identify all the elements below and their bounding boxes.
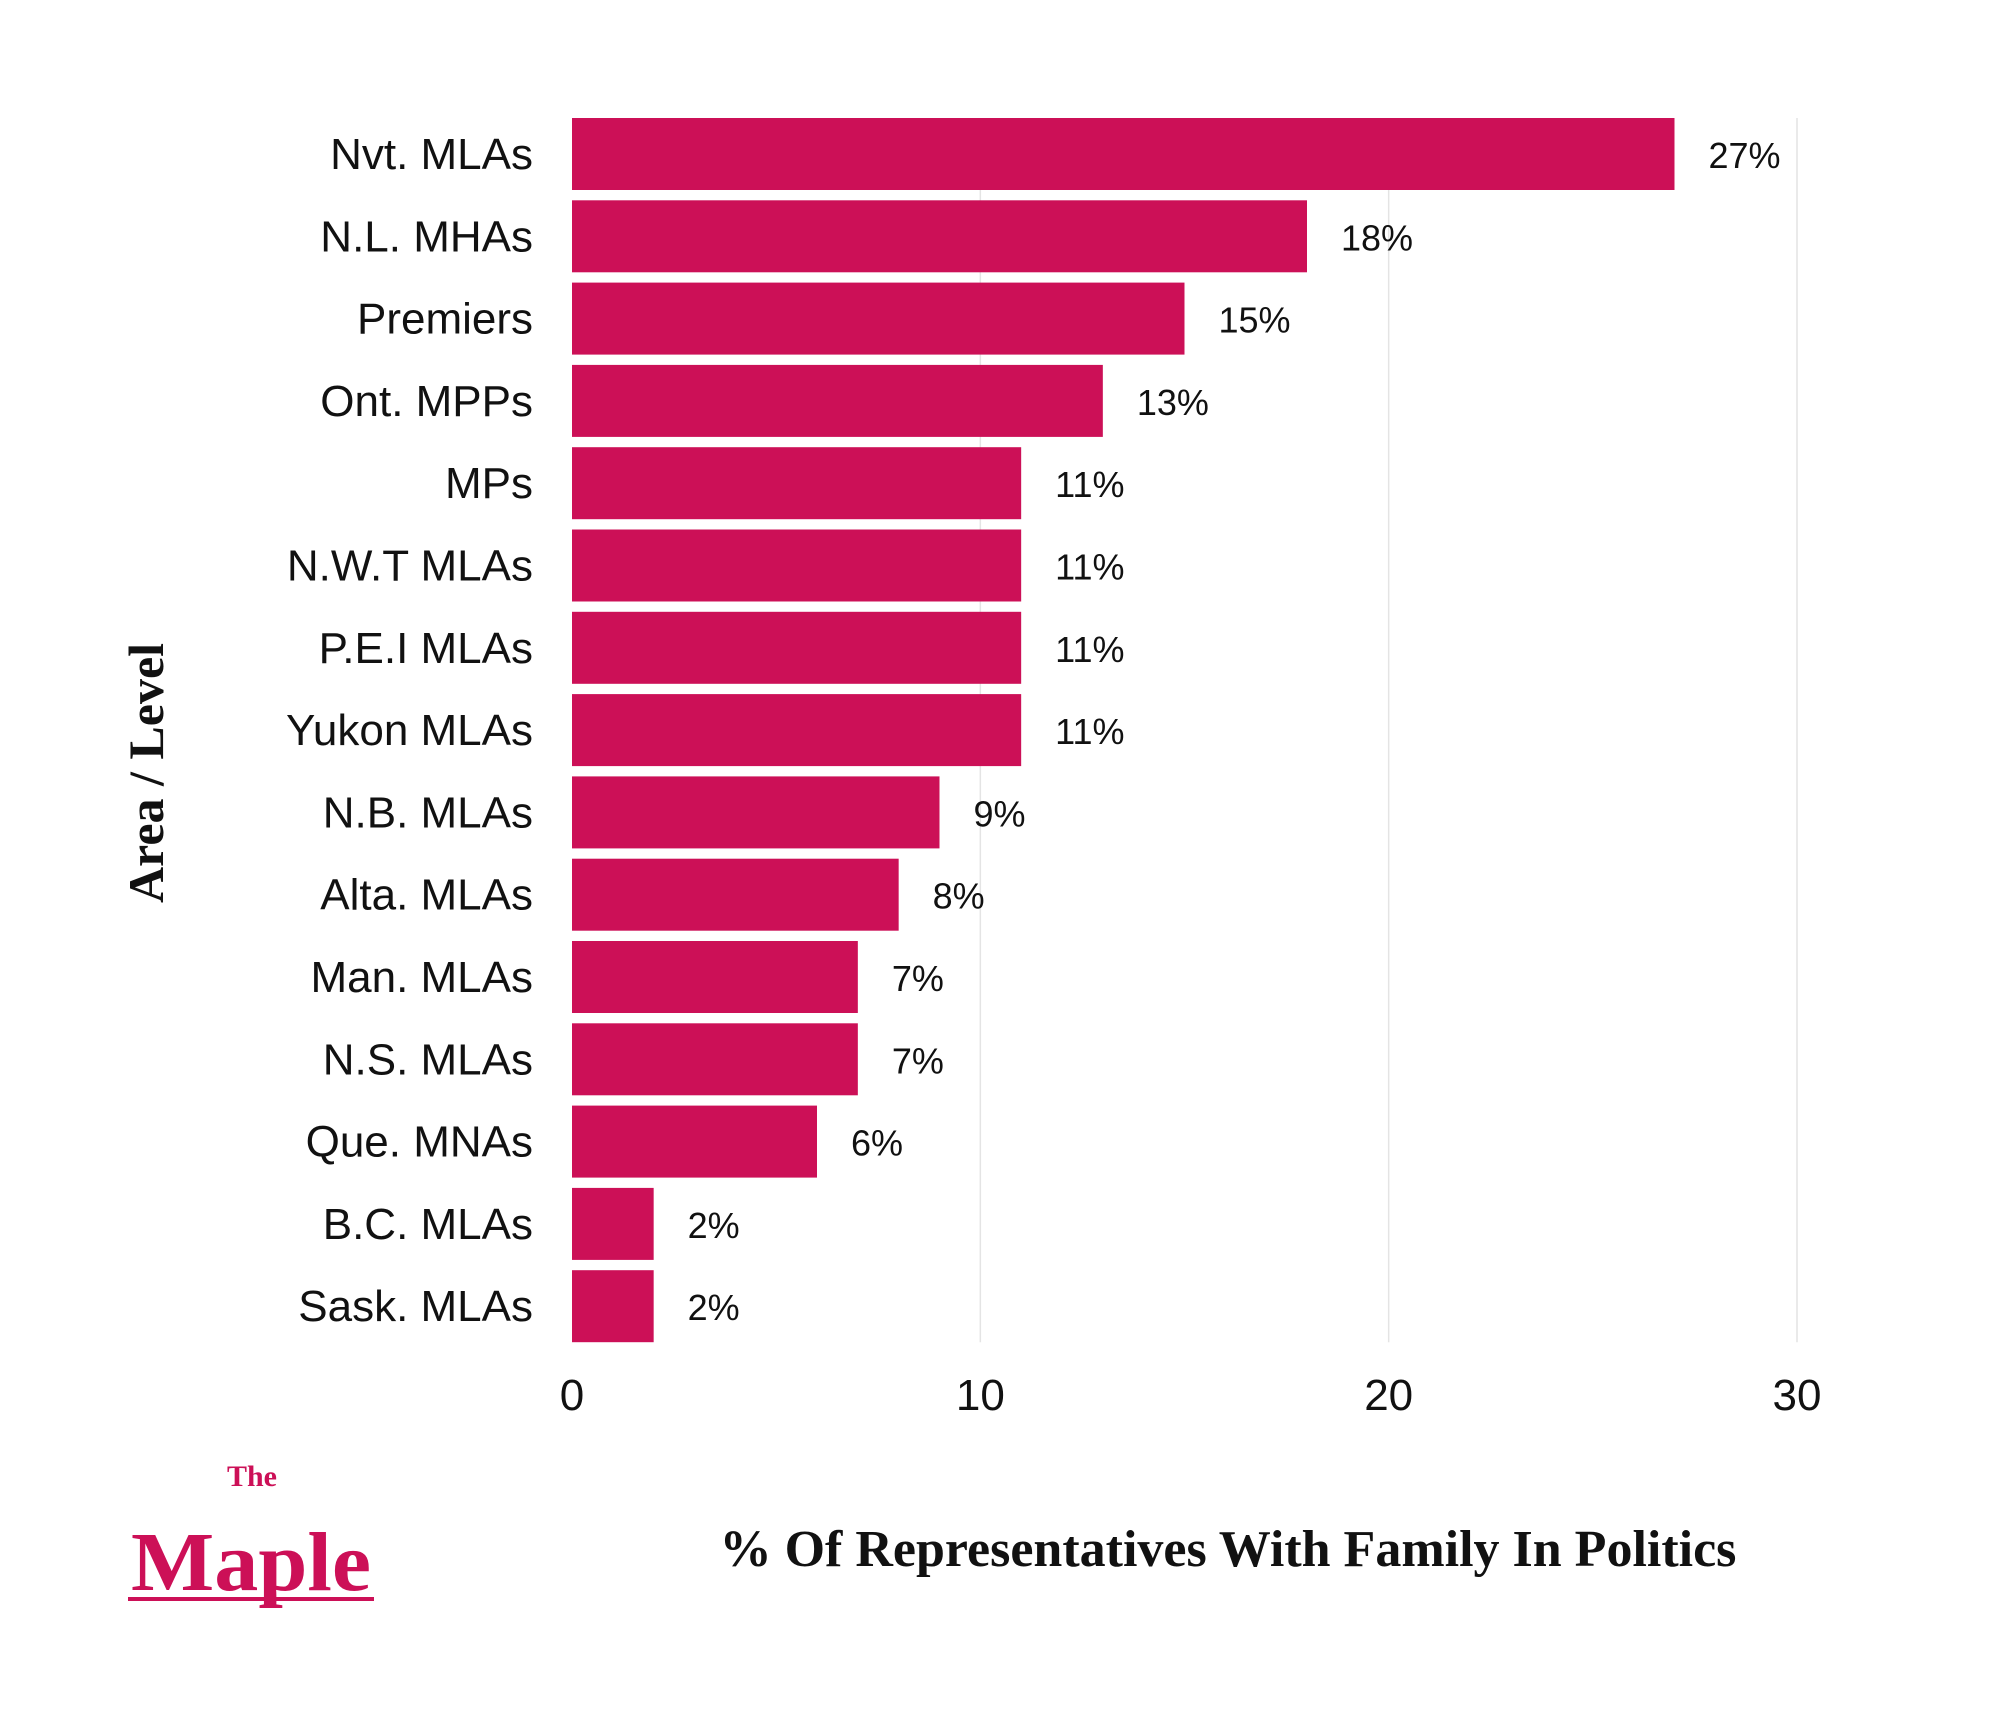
bar	[572, 282, 1185, 355]
category-label: Que. MNAs	[306, 1118, 533, 1167]
bar	[572, 529, 1022, 602]
value-label: 11%	[1055, 711, 1124, 752]
value-label: 2%	[688, 1205, 740, 1246]
bar	[572, 1023, 858, 1096]
the-maple-logo: The Maple	[128, 1460, 374, 1609]
logo-maple: Maple	[131, 1516, 371, 1609]
category-label: Alta. MLAs	[320, 871, 533, 920]
value-label: 11%	[1055, 464, 1124, 505]
bar	[572, 118, 1675, 190]
category-label: Premiers	[357, 295, 533, 344]
category-label: B.C. MLAs	[323, 1200, 533, 1249]
category-labels: Nvt. MLAs N.L. MHAs Premiers Ont. MPPs MPs N.…	[286, 130, 533, 1331]
value-label: 7%	[892, 958, 944, 999]
bar	[572, 364, 1103, 437]
logo-underline	[128, 1597, 374, 1601]
value-label: 7%	[892, 1040, 944, 1081]
x-axis-title: % Of Representatives With Family In Poli…	[720, 1521, 1737, 1578]
category-label: Yukon MLAs	[286, 706, 533, 755]
category-label: Nvt. MLAs	[330, 130, 533, 179]
category-label: Ont. MPPs	[320, 377, 533, 426]
bar	[572, 1270, 654, 1343]
value-label: 15%	[1219, 300, 1291, 341]
x-tick-label: 0	[560, 1371, 584, 1420]
x-tick-label: 10	[956, 1371, 1005, 1420]
bar	[572, 694, 1022, 767]
x-tick-labels: 0 10 20 30	[560, 1371, 1822, 1420]
y-axis-title: Area / Level	[118, 643, 174, 903]
bar	[572, 858, 899, 931]
category-label: Man. MLAs	[310, 953, 533, 1002]
value-label: 18%	[1341, 217, 1413, 258]
value-label: 27%	[1709, 135, 1781, 176]
category-label: N.B. MLAs	[323, 788, 533, 837]
value-label: 13%	[1137, 382, 1209, 423]
category-label: N.S. MLAs	[323, 1035, 533, 1084]
category-label: N.W.T MLAs	[287, 542, 533, 591]
category-label: MPs	[445, 459, 533, 508]
value-label: 8%	[933, 876, 985, 917]
category-label: Sask. MLAs	[298, 1282, 533, 1331]
bar	[572, 200, 1307, 273]
bar	[572, 447, 1022, 520]
bar	[572, 941, 858, 1013]
value-labels: 27% 18% 15%13% 11% 11% 11% 11% 9% 8% 7% 7% 6% 2% 2%	[688, 135, 1781, 1328]
value-label: 11%	[1055, 629, 1124, 670]
bar	[572, 1105, 817, 1178]
x-tick-label: 30	[1773, 1371, 1822, 1420]
value-label: 6%	[851, 1123, 903, 1164]
bars	[572, 118, 1675, 1343]
bar	[572, 611, 1022, 684]
value-label: 9%	[974, 793, 1026, 834]
x-tick-label: 20	[1364, 1371, 1413, 1420]
value-label: 11%	[1055, 547, 1124, 588]
logo-the: The	[227, 1460, 277, 1493]
bar	[572, 1187, 654, 1260]
value-label: 2%	[688, 1287, 740, 1328]
category-label: P.E.I MLAs	[319, 624, 533, 673]
bar	[572, 776, 940, 849]
category-label: N.L. MHAs	[320, 212, 533, 261]
